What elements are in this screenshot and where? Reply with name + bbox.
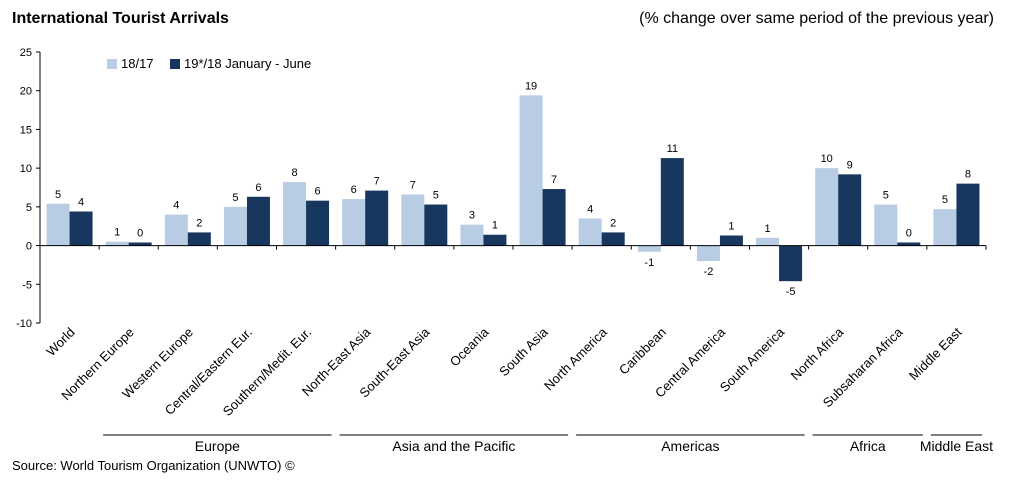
bar-series1 (460, 224, 484, 246)
bar-series2 (246, 196, 270, 246)
bar-series1 (164, 214, 188, 246)
group-label: Middle East (920, 438, 993, 454)
data-label: 7 (551, 174, 557, 186)
bar-series1 (637, 245, 661, 252)
data-label: -5 (786, 286, 796, 298)
data-label: 19 (525, 80, 537, 92)
data-label: 5 (883, 190, 889, 202)
bar-series2 (719, 235, 743, 246)
legend-label: 18/17 (121, 56, 154, 71)
bar-series1 (223, 206, 247, 246)
category-label: North America (541, 324, 610, 393)
data-label: 2 (196, 217, 202, 229)
data-label: 1 (114, 227, 120, 239)
category-label: North Africa (788, 324, 847, 383)
group-label: Americas (661, 438, 719, 454)
data-label: 9 (847, 159, 853, 171)
data-label: 3 (469, 210, 475, 222)
data-label: -1 (644, 257, 654, 269)
y-tick-label: 15 (20, 124, 32, 136)
bar-series1 (578, 218, 602, 246)
data-label: -2 (704, 266, 714, 278)
data-label: 8 (292, 167, 298, 179)
data-label: 6 (255, 182, 261, 194)
data-label: 4 (173, 200, 179, 212)
y-tick-label: -5 (22, 279, 32, 291)
bar-series2 (424, 204, 448, 246)
bar-series2 (187, 232, 211, 246)
bar-series1 (46, 203, 70, 246)
y-tick-label: 20 (20, 86, 32, 98)
group-label: Africa (850, 438, 886, 454)
chart-title: International Tourist Arrivals (12, 10, 229, 27)
bar-series2 (483, 234, 507, 246)
y-tick-label: -10 (16, 318, 32, 330)
data-label: 1 (728, 221, 734, 233)
category-label: Caribbean (616, 325, 669, 378)
data-label: 4 (587, 203, 593, 215)
y-tick-label: 10 (20, 163, 32, 175)
bar-series2 (660, 158, 684, 246)
bar-series1 (342, 199, 366, 246)
data-label: 5 (433, 190, 439, 202)
bar-series1 (401, 194, 425, 246)
data-label: 4 (78, 197, 84, 209)
bar-series1 (815, 168, 839, 246)
category-label: World (43, 325, 77, 359)
bar-series2 (956, 183, 980, 246)
data-label: 1 (492, 220, 498, 232)
data-label: 6 (351, 184, 357, 196)
bar-series1 (283, 182, 307, 246)
y-tick-label: 0 (26, 241, 32, 253)
group-label: Europe (195, 438, 240, 454)
bar-series2 (306, 200, 330, 246)
bar-series2 (601, 232, 625, 246)
category-label: Oceania (447, 324, 492, 369)
bar-series1 (519, 95, 543, 246)
data-label: 5 (55, 189, 61, 201)
data-label: 5 (942, 194, 948, 206)
data-label: 6 (315, 186, 321, 198)
data-label: 2 (610, 217, 616, 229)
data-label: 1 (765, 223, 771, 235)
bar-series2 (838, 174, 862, 246)
bar-series1 (696, 245, 720, 262)
category-label: Middle East (906, 324, 965, 383)
legend-swatch (107, 59, 117, 69)
data-label: 10 (821, 153, 833, 165)
bar-series2 (542, 189, 566, 246)
legend-label: 19*/18 January - June (184, 56, 311, 71)
data-label: 8 (965, 169, 971, 181)
legend-swatch (170, 59, 180, 69)
bar-series1 (933, 209, 957, 246)
bar-series2 (69, 211, 93, 246)
data-label: 0 (906, 227, 912, 239)
bar-series2 (128, 242, 152, 246)
bar-series2 (365, 190, 389, 246)
data-label: 5 (232, 192, 238, 204)
data-label: 11 (667, 143, 678, 155)
data-label: 7 (410, 179, 416, 191)
bar-series1 (105, 241, 129, 246)
y-tick-label: 5 (26, 202, 32, 214)
bar-series1 (756, 237, 780, 246)
source-note: Source: World Tourism Organization (UNWT… (12, 458, 295, 473)
bar-series1 (874, 204, 898, 246)
category-label: South Asia (496, 324, 551, 379)
bar-series2 (779, 245, 803, 282)
data-label: 7 (374, 176, 380, 188)
bar-series2 (897, 242, 921, 246)
data-label: 0 (137, 227, 143, 239)
chart-subtitle: (% change over same period of the previo… (639, 10, 994, 27)
group-label: Asia and the Pacific (392, 438, 515, 454)
y-tick-label: 25 (20, 47, 32, 59)
